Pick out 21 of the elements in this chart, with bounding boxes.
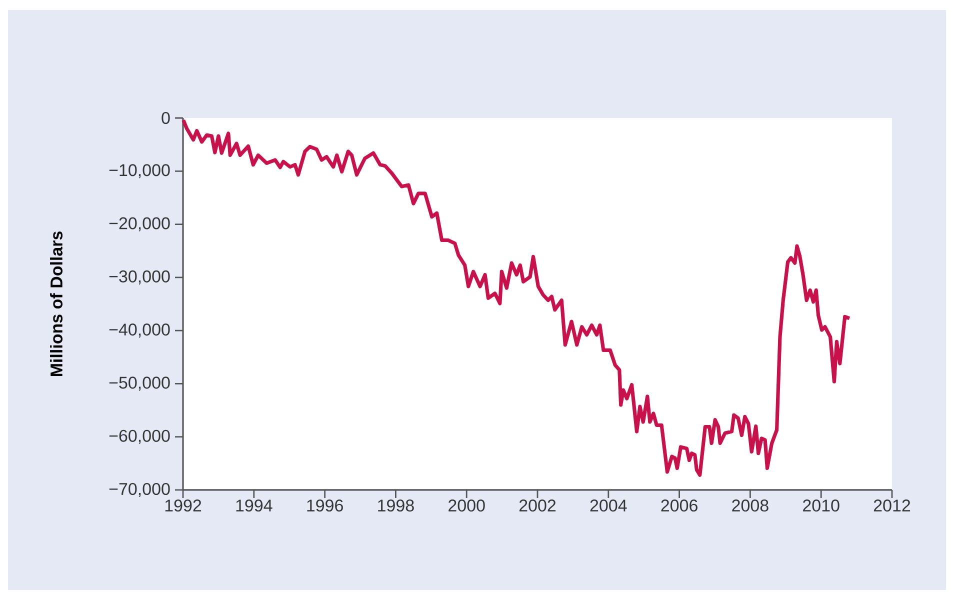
x-tick-label: 2008 bbox=[732, 500, 768, 512]
y-tick-label: −20,000 bbox=[109, 217, 170, 232]
x-tick-label: 2012 bbox=[874, 500, 910, 512]
line-series bbox=[182, 118, 852, 477]
y-tick-label: −40,000 bbox=[109, 324, 170, 338]
y-tick-label: −60,000 bbox=[109, 430, 170, 444]
x-tick-label: 2010 bbox=[803, 500, 840, 512]
y-tick-label: 0 bbox=[162, 112, 170, 124]
y-tick-label: −50,000 bbox=[109, 376, 170, 391]
x-tick-label: 2000 bbox=[448, 500, 485, 512]
y-tick-label: −70,000 bbox=[109, 482, 170, 498]
x-tick-label: 1998 bbox=[378, 500, 414, 512]
y-axis-title: Millions of Dollars bbox=[50, 231, 62, 376]
x-tick-label: 1992 bbox=[165, 500, 202, 512]
x-tick-label: 2006 bbox=[661, 500, 698, 512]
y-tick-label: −10,000 bbox=[109, 164, 170, 178]
y-tick-label: −30,000 bbox=[109, 270, 170, 284]
x-tick-label: 2004 bbox=[590, 500, 627, 512]
x-tick-label: 2002 bbox=[519, 500, 556, 512]
x-tick-label: 1996 bbox=[307, 500, 343, 512]
x-tick-label: 1994 bbox=[236, 500, 272, 512]
